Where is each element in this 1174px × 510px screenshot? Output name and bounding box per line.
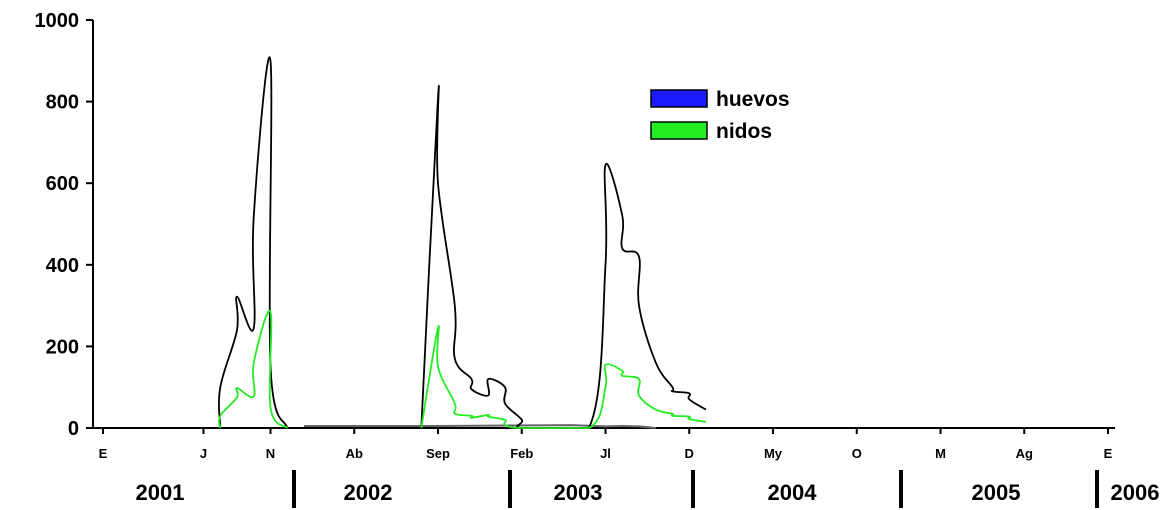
legend-label: nidos bbox=[716, 120, 772, 143]
year-label: 2003 bbox=[554, 480, 603, 505]
legend-label: huevos bbox=[716, 88, 790, 111]
y-tick-label: 200 bbox=[46, 336, 79, 358]
x-tick-label: O bbox=[852, 446, 862, 461]
y-tick-label: 400 bbox=[46, 255, 79, 277]
y-tick-label: 600 bbox=[46, 173, 79, 195]
series-segment bbox=[218, 309, 288, 429]
x-tick-label: D bbox=[685, 446, 694, 461]
year-label: 2002 bbox=[344, 480, 393, 505]
x-axis: E J N Ab Sep Feb Jl D My O M Ag E bbox=[93, 427, 1115, 461]
x-tick-label: N bbox=[266, 446, 275, 461]
legend-swatch bbox=[650, 121, 708, 140]
series-line-nidos bbox=[218, 309, 707, 429]
x-tick-label: My bbox=[764, 446, 783, 461]
x-tick-label: M bbox=[935, 446, 946, 461]
y-tick-label: 1000 bbox=[35, 10, 80, 32]
x-tick-label: Jl bbox=[600, 446, 611, 461]
y-axis: 0 200 400 600 800 1000 bbox=[35, 10, 94, 440]
x-tick-label: Ag bbox=[1016, 446, 1033, 461]
plot-area bbox=[218, 56, 707, 429]
y-tick-label: 800 bbox=[46, 92, 79, 114]
series-segment bbox=[304, 424, 656, 429]
legend: huevos nidos bbox=[650, 88, 790, 143]
y-tick-label: 0 bbox=[68, 418, 79, 440]
x-tick-label: E bbox=[1104, 446, 1113, 461]
series-line-huevos bbox=[304, 424, 656, 429]
x-tick-label: Ab bbox=[346, 446, 363, 461]
series-segment bbox=[420, 325, 707, 429]
year-band: 2001 2002 2003 2004 2005 2006 bbox=[136, 470, 1160, 508]
x-tick-label: J bbox=[200, 446, 207, 461]
x-tick-label: Sep bbox=[426, 446, 450, 461]
x-tick-label: Feb bbox=[510, 446, 533, 461]
x-tick-label: E bbox=[99, 446, 108, 461]
year-label: 2005 bbox=[972, 480, 1021, 505]
series-line-total bbox=[218, 56, 707, 429]
legend-swatch bbox=[650, 89, 708, 108]
year-label: 2006 bbox=[1111, 480, 1160, 505]
year-label: 2004 bbox=[768, 480, 818, 505]
series-segment bbox=[218, 56, 289, 429]
year-label: 2001 bbox=[136, 480, 185, 505]
